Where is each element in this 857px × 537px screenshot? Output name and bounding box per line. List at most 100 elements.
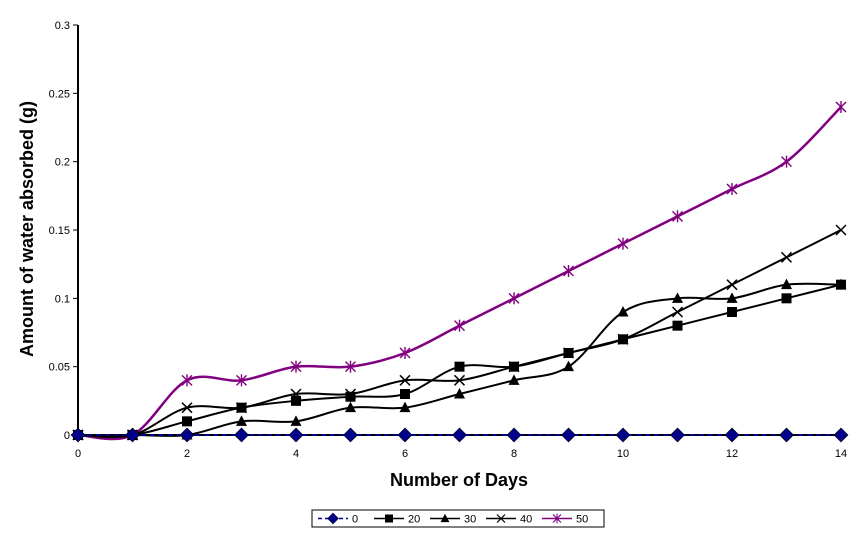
legend-item-20: 20 — [374, 514, 420, 526]
data-point — [399, 374, 411, 386]
data-point — [181, 374, 193, 387]
data-point — [726, 183, 738, 195]
data-point — [290, 415, 302, 426]
x-axis-title: Number of Days — [390, 470, 528, 490]
x-tick-label: 4 — [293, 448, 299, 460]
data-point — [236, 402, 247, 413]
data-point — [670, 427, 685, 443]
series-20 — [73, 279, 846, 440]
data-point — [833, 427, 849, 443]
legend-swatch-marker — [552, 513, 562, 524]
series-40 — [72, 224, 847, 441]
legend-label: 30 — [464, 514, 476, 526]
y-tick-label: 0.05 — [49, 362, 70, 374]
data-point — [70, 427, 86, 443]
data-point — [727, 307, 737, 317]
x-tick-label: 0 — [75, 448, 81, 460]
legend-swatch-marker — [440, 513, 450, 523]
series-line-20 — [77, 283, 842, 438]
data-point — [781, 278, 792, 290]
data-point — [179, 427, 195, 443]
legend-label: 50 — [576, 514, 588, 526]
series-30 — [72, 278, 847, 440]
data-point — [234, 427, 249, 443]
data-point — [454, 388, 465, 399]
legend-items: 0 20 30 40 50 — [318, 512, 588, 526]
data-point — [724, 427, 740, 443]
data-point — [618, 334, 628, 345]
data-point — [345, 391, 356, 402]
data-point — [617, 237, 629, 250]
data-point — [399, 347, 411, 359]
x-tick-label: 6 — [402, 448, 408, 460]
x-tick-label: 10 — [617, 448, 629, 460]
data-point — [508, 374, 520, 385]
y-tick-label: 0.3 — [55, 20, 70, 32]
legend-label: 0 — [352, 514, 358, 526]
legend-label: 20 — [408, 514, 420, 526]
data-point — [181, 402, 193, 414]
series-group — [70, 101, 849, 443]
legend-label: 40 — [520, 514, 532, 526]
series-line-40 — [77, 229, 842, 439]
data-point — [345, 401, 356, 413]
data-point — [509, 361, 519, 372]
data-point — [617, 306, 629, 317]
legend-marker — [496, 514, 506, 523]
data-point — [508, 292, 520, 305]
x-tick-label: 2 — [184, 448, 190, 460]
legend-item-50: 50 — [542, 514, 588, 526]
data-point — [563, 360, 574, 372]
data-point — [563, 265, 574, 277]
series-line-30 — [78, 282, 842, 438]
legend-marker — [327, 512, 339, 525]
data-point — [454, 319, 465, 332]
legend-swatch-marker — [327, 512, 339, 525]
y-tick-label: 0.2 — [55, 157, 70, 169]
data-point — [781, 293, 792, 304]
data-point — [726, 279, 738, 291]
legend-marker — [552, 513, 562, 524]
y-ticks: 0 0.05 0.1 0.15 0.2 0.25 0.3 — [49, 20, 78, 442]
data-point — [561, 427, 576, 443]
legend-item-30: 30 — [430, 514, 476, 526]
data-point — [835, 224, 847, 236]
legend-swatch-marker — [385, 514, 393, 523]
legend-item-0: 0 — [318, 512, 358, 526]
legend-item-40: 40 — [486, 514, 532, 526]
data-point — [672, 320, 683, 331]
y-tick-label: 0 — [64, 430, 70, 442]
data-point — [671, 306, 684, 318]
data-point — [780, 251, 793, 263]
data-point — [290, 360, 302, 373]
y-tick-label: 0.25 — [49, 88, 70, 100]
data-point — [835, 101, 847, 113]
data-point — [397, 427, 413, 443]
data-point — [345, 360, 356, 373]
series-0 — [70, 427, 849, 443]
legend-marker — [440, 513, 450, 523]
y-axis-title: Amount of water absorbed (g) — [17, 101, 37, 357]
data-point — [779, 427, 794, 443]
x-tick-label: 12 — [726, 448, 738, 460]
data-point — [506, 427, 522, 443]
data-point — [453, 374, 466, 386]
legend-swatch-marker — [496, 514, 506, 523]
data-point — [236, 415, 247, 426]
legend-marker — [385, 514, 393, 523]
data-point — [291, 395, 301, 406]
y-tick-label: 0.1 — [55, 293, 70, 305]
data-point — [125, 427, 140, 443]
data-point — [781, 155, 792, 168]
y-tick-label: 0.15 — [49, 225, 70, 237]
series-50 — [72, 101, 847, 441]
data-point — [399, 401, 411, 413]
data-point — [236, 374, 247, 387]
data-point — [672, 292, 683, 303]
axes — [77, 25, 841, 436]
data-point — [452, 427, 467, 443]
data-point — [288, 427, 304, 443]
data-point — [343, 427, 358, 443]
data-point — [615, 427, 631, 443]
